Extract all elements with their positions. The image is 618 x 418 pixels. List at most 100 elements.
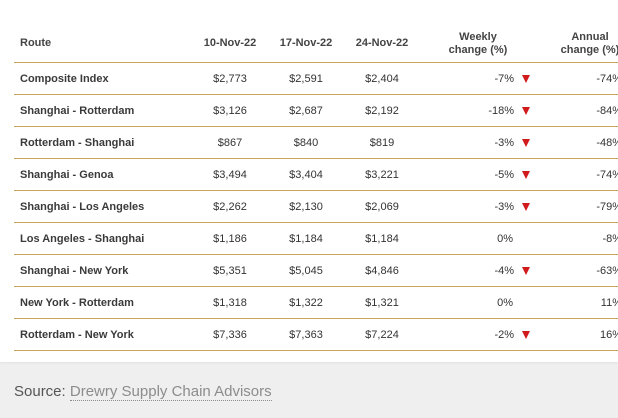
rate-cell-date-3: $7,224 <box>344 318 420 351</box>
rate-cell-date-1: $5,351 <box>192 254 268 287</box>
rate-cell-date-2: $2,591 <box>268 62 344 95</box>
down-triangle-icon <box>522 170 530 179</box>
route-cell: New York - Rotterdam <box>14 286 192 319</box>
weekly-change-cell-value: 0% <box>497 296 513 309</box>
source-prefix: Source: <box>14 383 70 400</box>
table-row: Rotterdam - Shanghai$867$840$819 -3% -48% <box>14 126 618 159</box>
rate-cell-date-3: $1,321 <box>344 286 420 319</box>
weekly-change-cell-value: -5% <box>494 168 514 181</box>
weekly-change-cell: -2% <box>420 318 536 351</box>
rate-cell-date-1: $7,336 <box>192 318 268 351</box>
table-row: Shanghai - Rotterdam $3,126 $2,687 $2,192 -1… <box>14 94 618 127</box>
annual-change-cell-value: 11% <box>600 296 618 309</box>
rate-cell-date-2: $840 <box>268 126 344 159</box>
annual-change-cell-value: -48% <box>596 136 618 149</box>
table-row: Composite Index$2,773$2,591$2,404 -7% -74% <box>14 62 618 95</box>
annual-change-cell-value: -74% <box>596 72 618 85</box>
header-date-1: 10-Nov-22 <box>192 25 268 63</box>
rate-cell-date-2: $7,363 <box>268 318 344 351</box>
rate-cell-date-1: $3,494 <box>192 158 268 191</box>
annual-change-cell-value: -63% <box>596 264 618 277</box>
annual-change-cell: -48% <box>536 126 618 159</box>
route-cell: Rotterdam - Shanghai <box>14 126 192 159</box>
weekly-change-cell-value: 0% <box>497 232 513 245</box>
source-note: Source: Drewry Supply Chain Advisors <box>14 383 272 401</box>
weekly-change-cell: -5% <box>420 158 536 191</box>
weekly-change-cell-value: -4% <box>494 264 514 277</box>
weekly-change-cell: 0% <box>420 286 536 319</box>
rate-cell-date-3: $2,069 <box>344 190 420 223</box>
route-cell: Shanghai - New York <box>14 254 192 287</box>
weekly-change-cell-value: -3% <box>494 136 514 149</box>
rate-cell-date-3: $1,184 <box>344 222 420 255</box>
rate-cell-date-2: $3,404 <box>268 158 344 191</box>
weekly-change-cell: -3% <box>420 190 536 223</box>
rate-cell-date-1: $1,318 <box>192 286 268 319</box>
header-annual-line1: Annual <box>571 30 609 43</box>
annual-change-cell: -84% <box>536 94 618 127</box>
down-triangle-icon <box>522 202 530 211</box>
table-row: Rotterdam - New York $7,336 $7,363 $7,224 -2… <box>14 318 618 351</box>
weekly-change-cell: 0% <box>420 222 536 255</box>
weekly-change-cell-value: -7% <box>494 72 514 85</box>
annual-change-cell-value: -8% <box>602 232 618 245</box>
rate-cell-date-3: $3,221 <box>344 158 420 191</box>
weekly-change-cell: -4% <box>420 254 536 287</box>
table-row: New York - Rotterdam $1,318 $1,322 $1,321 0%… <box>14 286 618 319</box>
source-link[interactable]: Drewry Supply Chain Advisors <box>69 383 272 401</box>
down-triangle-icon <box>522 74 530 83</box>
weekly-change-cell-value: -2% <box>494 328 514 341</box>
rate-cell-date-2: $5,045 <box>268 254 344 287</box>
rate-cell-date-2: $2,130 <box>268 190 344 223</box>
weekly-change-cell-value: -3% <box>494 200 514 213</box>
annual-change-cell: 11% <box>536 286 618 319</box>
header-weekly-change: Weekly change (%) <box>420 25 536 63</box>
rate-cell-date-1: $2,262 <box>192 190 268 223</box>
route-cell: Shanghai - Rotterdam <box>14 94 192 127</box>
weekly-change-cell: -18% <box>420 94 536 127</box>
rate-cell-date-3: $4,846 <box>344 254 420 287</box>
rates-card: Route 10-Nov-22 17-Nov-22 24-Nov-22 Week… <box>0 0 618 362</box>
annual-change-cell-value: -79% <box>596 200 618 213</box>
route-cell: Composite Index <box>14 62 192 95</box>
header-date-2: 17-Nov-22 <box>268 25 344 63</box>
table-row: Shanghai - New York $5,351 $5,045 $4,846 -4%… <box>14 254 618 287</box>
annual-change-cell: -63% <box>536 254 618 287</box>
route-cell: Rotterdam - New York <box>14 318 192 351</box>
down-triangle-icon <box>522 138 530 147</box>
annual-change-cell-value: 16% <box>599 328 618 341</box>
rate-cell-date-3: $2,404 <box>344 62 420 95</box>
rate-cell-date-2: $1,322 <box>268 286 344 319</box>
header-annual-line2: change (%) <box>560 43 618 56</box>
weekly-change-cell: -3% <box>420 126 536 159</box>
rate-cell-date-1: $3,126 <box>192 94 268 127</box>
annual-change-cell-value: -84% <box>596 104 618 117</box>
header-annual-change: Annual change (%) <box>536 25 618 63</box>
table-header-row: Route 10-Nov-22 17-Nov-22 24-Nov-22 Week… <box>14 25 618 63</box>
annual-change-cell: -8% <box>536 222 618 255</box>
table-row: Shanghai - Los Angeles $2,262 $2,130 $2,069… <box>14 190 618 223</box>
table-row: Los Angeles - Shanghai $1,186 $1,184 $1,184… <box>14 222 618 255</box>
weekly-change-cell: -7% <box>420 62 536 95</box>
annual-change-cell-value: -74% <box>596 168 618 181</box>
route-cell: Los Angeles - Shanghai <box>14 222 192 255</box>
down-triangle-icon <box>522 266 530 275</box>
freight-rates-table: Route 10-Nov-22 17-Nov-22 24-Nov-22 Week… <box>14 25 618 351</box>
weekly-change-cell-value: -18% <box>488 104 514 117</box>
down-triangle-icon <box>522 106 530 115</box>
header-route: Route <box>14 25 192 63</box>
down-triangle-icon <box>522 330 530 339</box>
header-date-3: 24-Nov-22 <box>344 25 420 63</box>
route-cell: Shanghai - Genoa <box>14 158 192 191</box>
rate-cell-date-1: $867 <box>192 126 268 159</box>
rate-cell-date-1: $1,186 <box>192 222 268 255</box>
annual-change-cell: 16% <box>536 318 618 351</box>
header-weekly-line2: change (%) <box>448 43 508 56</box>
rate-cell-date-2: $1,184 <box>268 222 344 255</box>
rate-cell-date-1: $2,773 <box>192 62 268 95</box>
table-row: Shanghai - Genoa $3,494 $3,404 $3,221 -5% -74… <box>14 158 618 191</box>
annual-change-cell: -74% <box>536 158 618 191</box>
rate-cell-date-3: $2,192 <box>344 94 420 127</box>
annual-change-cell: -74% <box>536 62 618 95</box>
header-weekly-line1: Weekly <box>459 30 497 43</box>
